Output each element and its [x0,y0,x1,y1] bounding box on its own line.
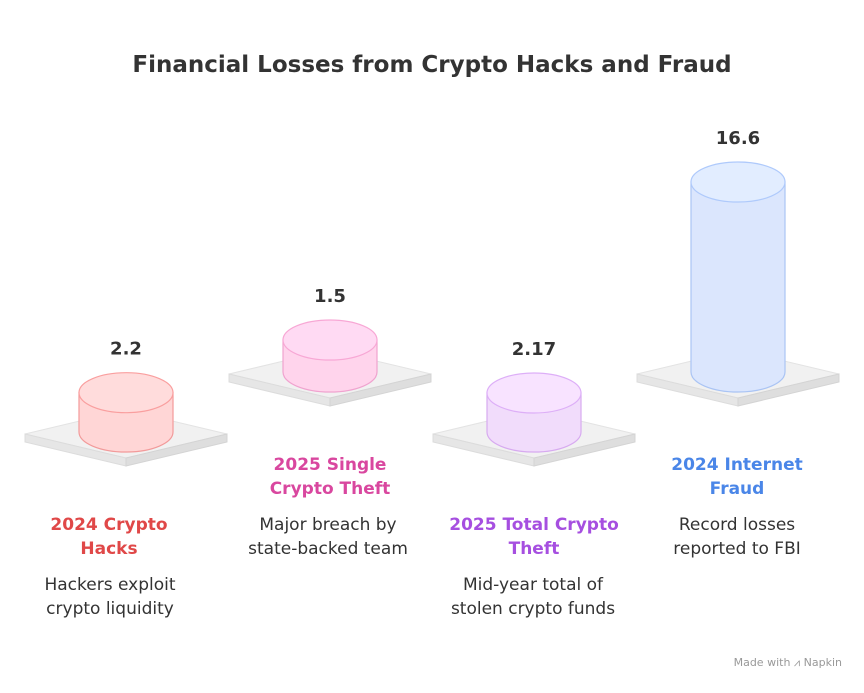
category-label-2025-single-crypto-theft: 2025 Single Crypto Theft [269,455,391,499]
value-label-2025-single-crypto-theft: 1.5 [314,286,346,307]
category-label-2024-internet-fraud: 2024 Internet Fraud [671,455,803,499]
platform-right-2024-internet-fraud [737,373,840,407]
description-2025-total-crypto-theft: Mid-year total of stolen crypto funds [450,575,616,619]
bar-top-2024-crypto-hacks [78,372,174,414]
chart-title: Financial Losses from Crypto Hacks and F… [132,52,732,78]
description-2025-single-crypto-theft: Major breach by state-backed team [248,515,408,559]
description-2024-crypto-hacks: Hackers exploit crypto liquidity [44,575,176,619]
bar-top-2024-internet-fraud [690,161,786,203]
credit-prefix: Made with [733,656,791,669]
platform-right-2025-total-crypto-theft [533,433,636,467]
bar-top-2025-single-crypto-theft [282,319,378,361]
bar-top-2025-total-crypto-theft [486,372,582,414]
category-label-2025-total-crypto-theft: 2025 Total Crypto Theft [449,515,619,559]
bar-body-2024-internet-fraud [690,181,786,393]
platform-right-2025-single-crypto-theft [329,373,432,407]
category-label-2024-crypto-hacks: 2024 Crypto Hacks [50,515,168,559]
platform-right-2024-crypto-hacks [125,433,228,467]
value-label-2024-internet-fraud: 16.6 [716,128,760,149]
napkin-logo-icon: ⩘ [793,656,801,669]
credit-brand: Napkin [803,656,842,669]
description-2024-internet-fraud: Record losses reported to FBI [673,515,801,559]
napkin-credit: Made with ⩘ Napkin [734,656,842,670]
value-label-2025-total-crypto-theft: 2.17 [512,339,556,360]
value-label-2024-crypto-hacks: 2.2 [110,339,142,360]
